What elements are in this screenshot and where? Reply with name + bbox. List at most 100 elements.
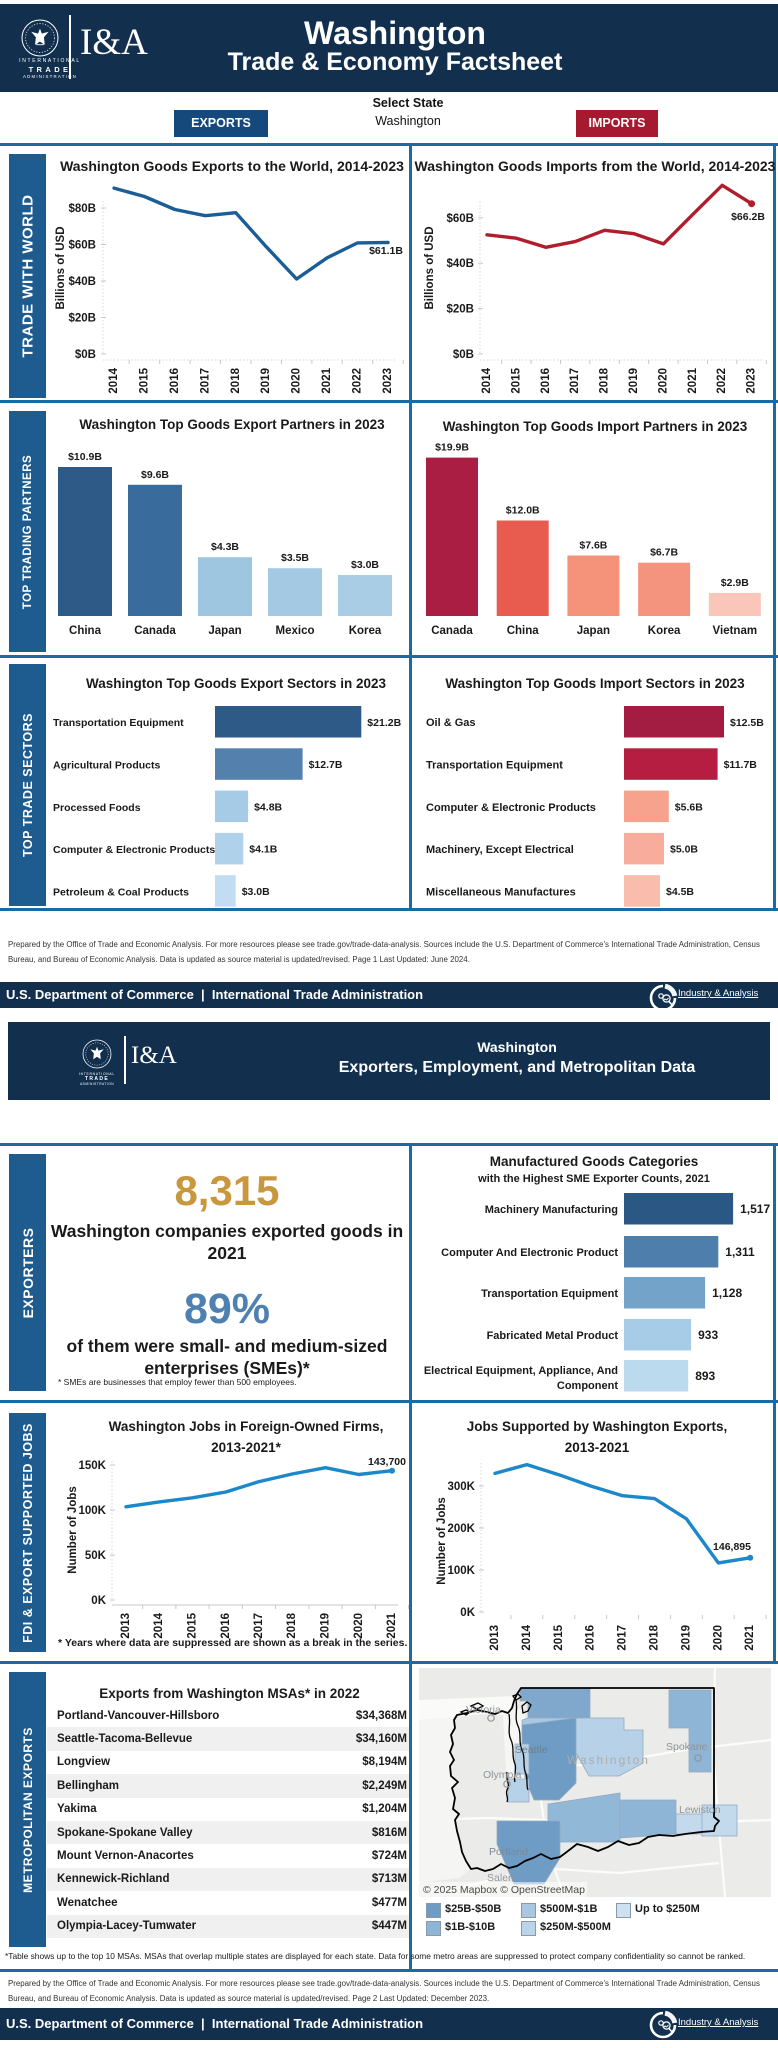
svg-text:Computer & Electronic Products: Computer & Electronic Products — [53, 844, 215, 856]
svg-text:2016: 2016 — [220, 1613, 232, 1639]
svg-text:Lewiston: Lewiston — [679, 1804, 721, 1816]
svg-text:2018: 2018 — [286, 1612, 298, 1638]
svg-text:50K: 50K — [85, 1550, 107, 1562]
svg-text:146,895: 146,895 — [713, 1541, 751, 1553]
svg-text:Manufactured Goods Categories: Manufactured Goods Categories — [490, 1154, 699, 1169]
svg-text:2018: 2018 — [649, 1624, 661, 1650]
svg-text:Korea: Korea — [648, 625, 681, 637]
svg-text:$10.9B: $10.9B — [68, 451, 102, 463]
svg-text:2020: 2020 — [712, 1625, 724, 1651]
svg-text:2020: 2020 — [657, 368, 669, 394]
svg-text:$5.6B: $5.6B — [675, 801, 703, 813]
svg-text:Seattle: Seattle — [515, 1744, 548, 1756]
svg-text:Washington Top Goods Export Pa: Washington Top Goods Export Partners in … — [79, 417, 385, 432]
svg-text:Mexico: Mexico — [276, 625, 315, 637]
svg-text:2018: 2018 — [230, 367, 242, 393]
svg-text:$4.8B: $4.8B — [254, 801, 282, 813]
svg-text:0K: 0K — [460, 1607, 475, 1619]
svg-text:2021: 2021 — [744, 1624, 756, 1650]
svg-text:$9.6B: $9.6B — [141, 469, 169, 481]
svg-text:893: 893 — [695, 1369, 715, 1383]
svg-text:Spokane: Spokane — [666, 1741, 708, 1753]
svg-text:Portland: Portland — [489, 1846, 528, 1858]
svg-text:1,517: 1,517 — [740, 1202, 770, 1216]
svg-text:300K: 300K — [448, 1481, 476, 1493]
svg-text:1,311: 1,311 — [725, 1245, 755, 1259]
svg-text:143,700: 143,700 — [368, 1456, 406, 1468]
svg-text:Computer And Electronic Produc: Computer And Electronic Product — [441, 1247, 618, 1259]
svg-text:$6.7B: $6.7B — [650, 547, 678, 559]
svg-text:China: China — [507, 625, 540, 637]
svg-text:Canada: Canada — [134, 625, 176, 637]
svg-text:2021: 2021 — [687, 367, 699, 393]
svg-text:2015: 2015 — [510, 367, 522, 393]
svg-text:2019: 2019 — [320, 1613, 332, 1639]
svg-text:$0B: $0B — [453, 349, 474, 361]
svg-text:1,128: 1,128 — [712, 1286, 742, 1300]
svg-text:$61.1B: $61.1B — [369, 245, 403, 257]
svg-text:$4.1B: $4.1B — [249, 844, 277, 856]
svg-text:$12.0B: $12.0B — [506, 505, 540, 517]
svg-text:2016: 2016 — [540, 368, 552, 394]
svg-text:$2.9B: $2.9B — [721, 577, 749, 589]
svg-text:Transportation Equipment: Transportation Equipment — [481, 1288, 618, 1300]
svg-text:2014: 2014 — [521, 1624, 533, 1650]
svg-text:Billions of USD: Billions of USD — [55, 226, 67, 309]
svg-text:$66.2B: $66.2B — [731, 211, 765, 223]
svg-text:200K: 200K — [448, 1523, 476, 1535]
svg-text:Petroleum & Coal Products: Petroleum & Coal Products — [53, 886, 189, 898]
svg-text:2014: 2014 — [108, 367, 120, 393]
svg-text:Oil & Gas: Oil & Gas — [426, 717, 476, 729]
svg-text:$12.7B: $12.7B — [309, 759, 343, 771]
svg-text:Processed Foods: Processed Foods — [53, 802, 141, 814]
svg-text:$60B: $60B — [69, 240, 97, 252]
svg-text:Victoria: Victoria — [466, 1704, 501, 1716]
svg-text:$5.0B: $5.0B — [670, 844, 698, 856]
svg-text:$3.5B: $3.5B — [281, 552, 309, 564]
svg-text:2020: 2020 — [291, 368, 303, 394]
svg-text:150K: 150K — [79, 1460, 107, 1472]
svg-text:Transportation Equipment: Transportation Equipment — [426, 760, 563, 772]
svg-text:2013: 2013 — [120, 1613, 132, 1639]
svg-text:Fabricated Metal Product: Fabricated Metal Product — [487, 1330, 619, 1342]
svg-text:$40B: $40B — [69, 276, 97, 288]
svg-text:Washington Top Goods Import Pa: Washington Top Goods Import Partners in … — [443, 419, 748, 434]
svg-text:Washington Goods Imports from: Washington Goods Imports from the World,… — [415, 158, 775, 174]
svg-text:Washington Top Goods Export Se: Washington Top Goods Export Sectors in 2… — [86, 676, 387, 691]
svg-text:Vietnam: Vietnam — [713, 625, 758, 637]
svg-text:Olympia: Olympia — [483, 1769, 522, 1781]
svg-text:2021: 2021 — [321, 367, 333, 393]
svg-text:Washington Top Goods Import Se: Washington Top Goods Import Sectors in 2… — [445, 676, 745, 691]
svg-text:Billions of USD: Billions of USD — [424, 226, 436, 309]
svg-text:2013: 2013 — [489, 1625, 501, 1651]
svg-text:Jobs Supported by Washington E: Jobs Supported by Washington Exports, — [467, 1419, 728, 1434]
svg-text:2017: 2017 — [569, 368, 581, 394]
svg-text:$40B: $40B — [447, 258, 475, 270]
svg-text:$12.5B: $12.5B — [730, 717, 764, 729]
svg-text:Washington Jobs in Foreign-Own: Washington Jobs in Foreign-Owned Firms, — [109, 1419, 384, 1434]
svg-text:with the Highest SME Exporter: with the Highest SME Exporter Counts, 20… — [477, 1173, 710, 1185]
svg-text:Canada: Canada — [431, 625, 473, 637]
svg-text:Machinery Manufacturing: Machinery Manufacturing — [485, 1204, 618, 1216]
svg-text:Salem: Salem — [487, 1872, 517, 1884]
svg-text:2019: 2019 — [628, 368, 640, 394]
svg-text:2022: 2022 — [716, 368, 728, 394]
svg-text:2023: 2023 — [382, 368, 394, 394]
svg-text:Number of Jobs: Number of Jobs — [67, 1486, 79, 1574]
svg-text:2017: 2017 — [199, 368, 211, 394]
svg-text:Computer & Electronic Products: Computer & Electronic Products — [426, 802, 596, 814]
svg-text:Washington Goods Exports to th: Washington Goods Exports to the World, 2… — [60, 158, 404, 174]
svg-text:$60B: $60B — [447, 213, 475, 225]
svg-text:2015: 2015 — [553, 1624, 565, 1650]
svg-text:$20B: $20B — [69, 313, 97, 325]
svg-text:$80B: $80B — [69, 203, 97, 215]
svg-text:$0B: $0B — [75, 349, 96, 361]
svg-text:Washington: Washington — [567, 1753, 650, 1767]
svg-text:0K: 0K — [91, 1595, 106, 1607]
svg-text:Transportation Equipment: Transportation Equipment — [53, 717, 184, 729]
svg-text:2017: 2017 — [253, 1613, 265, 1639]
svg-text:2013-2021: 2013-2021 — [565, 1440, 630, 1455]
svg-text:2013-2021*: 2013-2021* — [211, 1440, 282, 1455]
svg-text:$3.0B: $3.0B — [242, 886, 270, 898]
svg-text:$7.6B: $7.6B — [579, 540, 607, 552]
